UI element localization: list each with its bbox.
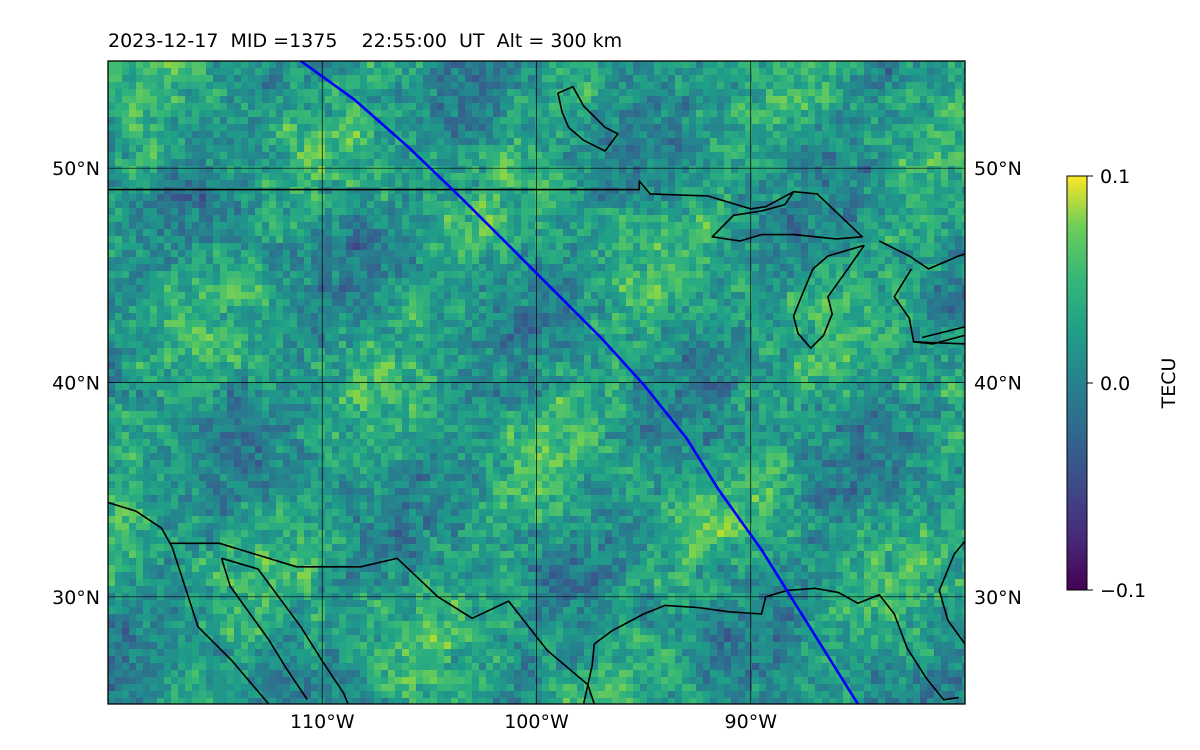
- map-frame: [107, 60, 966, 705]
- coastline: [170, 542, 596, 704]
- lat-tick-label-right: 50°N: [974, 158, 1022, 180]
- colorbar-unit-label: TECU: [1158, 358, 1180, 410]
- lat-tick-label-left: 50°N: [52, 158, 100, 180]
- coastlines: [108, 85, 965, 704]
- coastline: [557, 85, 619, 152]
- lat-tick-label-right: 30°N: [974, 587, 1022, 609]
- colorbar: 0.1 0.0 −0.1 TECU: [1066, 166, 1180, 602]
- colorbar-tick-label: 0.1: [1100, 166, 1130, 188]
- coastline: [220, 558, 308, 701]
- coastline: [913, 341, 965, 345]
- coastline: [108, 180, 863, 242]
- lon-tick-label: 90°W: [725, 711, 778, 733]
- plot-title: 2023-12-17 MID =1375 22:55:00 UT Alt = 3…: [108, 30, 623, 52]
- axis-ticks: 110°W 100°W 90°W 50°N 50°N 40°N 40°N 30°N 30°N: [52, 158, 1022, 733]
- satellite-track-line: [300, 61, 860, 704]
- coastline: [878, 240, 965, 270]
- colorbar-tick-label: −0.1: [1100, 580, 1146, 602]
- lon-tick-label: 100°W: [504, 711, 569, 733]
- colorbar-tick-label: 0.0: [1100, 373, 1130, 395]
- coastline: [921, 326, 965, 339]
- colorbar-gradient: [1066, 175, 1088, 591]
- coastline: [938, 540, 965, 645]
- satellite-track: [300, 61, 860, 704]
- coastline: [792, 244, 865, 349]
- coastline: [582, 587, 959, 704]
- tec-heatmap: [108, 61, 965, 704]
- map-gridlines: [108, 61, 965, 704]
- lat-tick-label-left: 40°N: [52, 373, 100, 395]
- colorbar-ticks: 0.1 0.0 −0.1: [1087, 166, 1146, 602]
- coastline: [108, 501, 270, 704]
- coastline: [221, 557, 349, 704]
- lon-tick-label: 110°W: [290, 711, 355, 733]
- lat-tick-label-right: 40°N: [974, 373, 1022, 395]
- lat-tick-label-left: 30°N: [52, 587, 100, 609]
